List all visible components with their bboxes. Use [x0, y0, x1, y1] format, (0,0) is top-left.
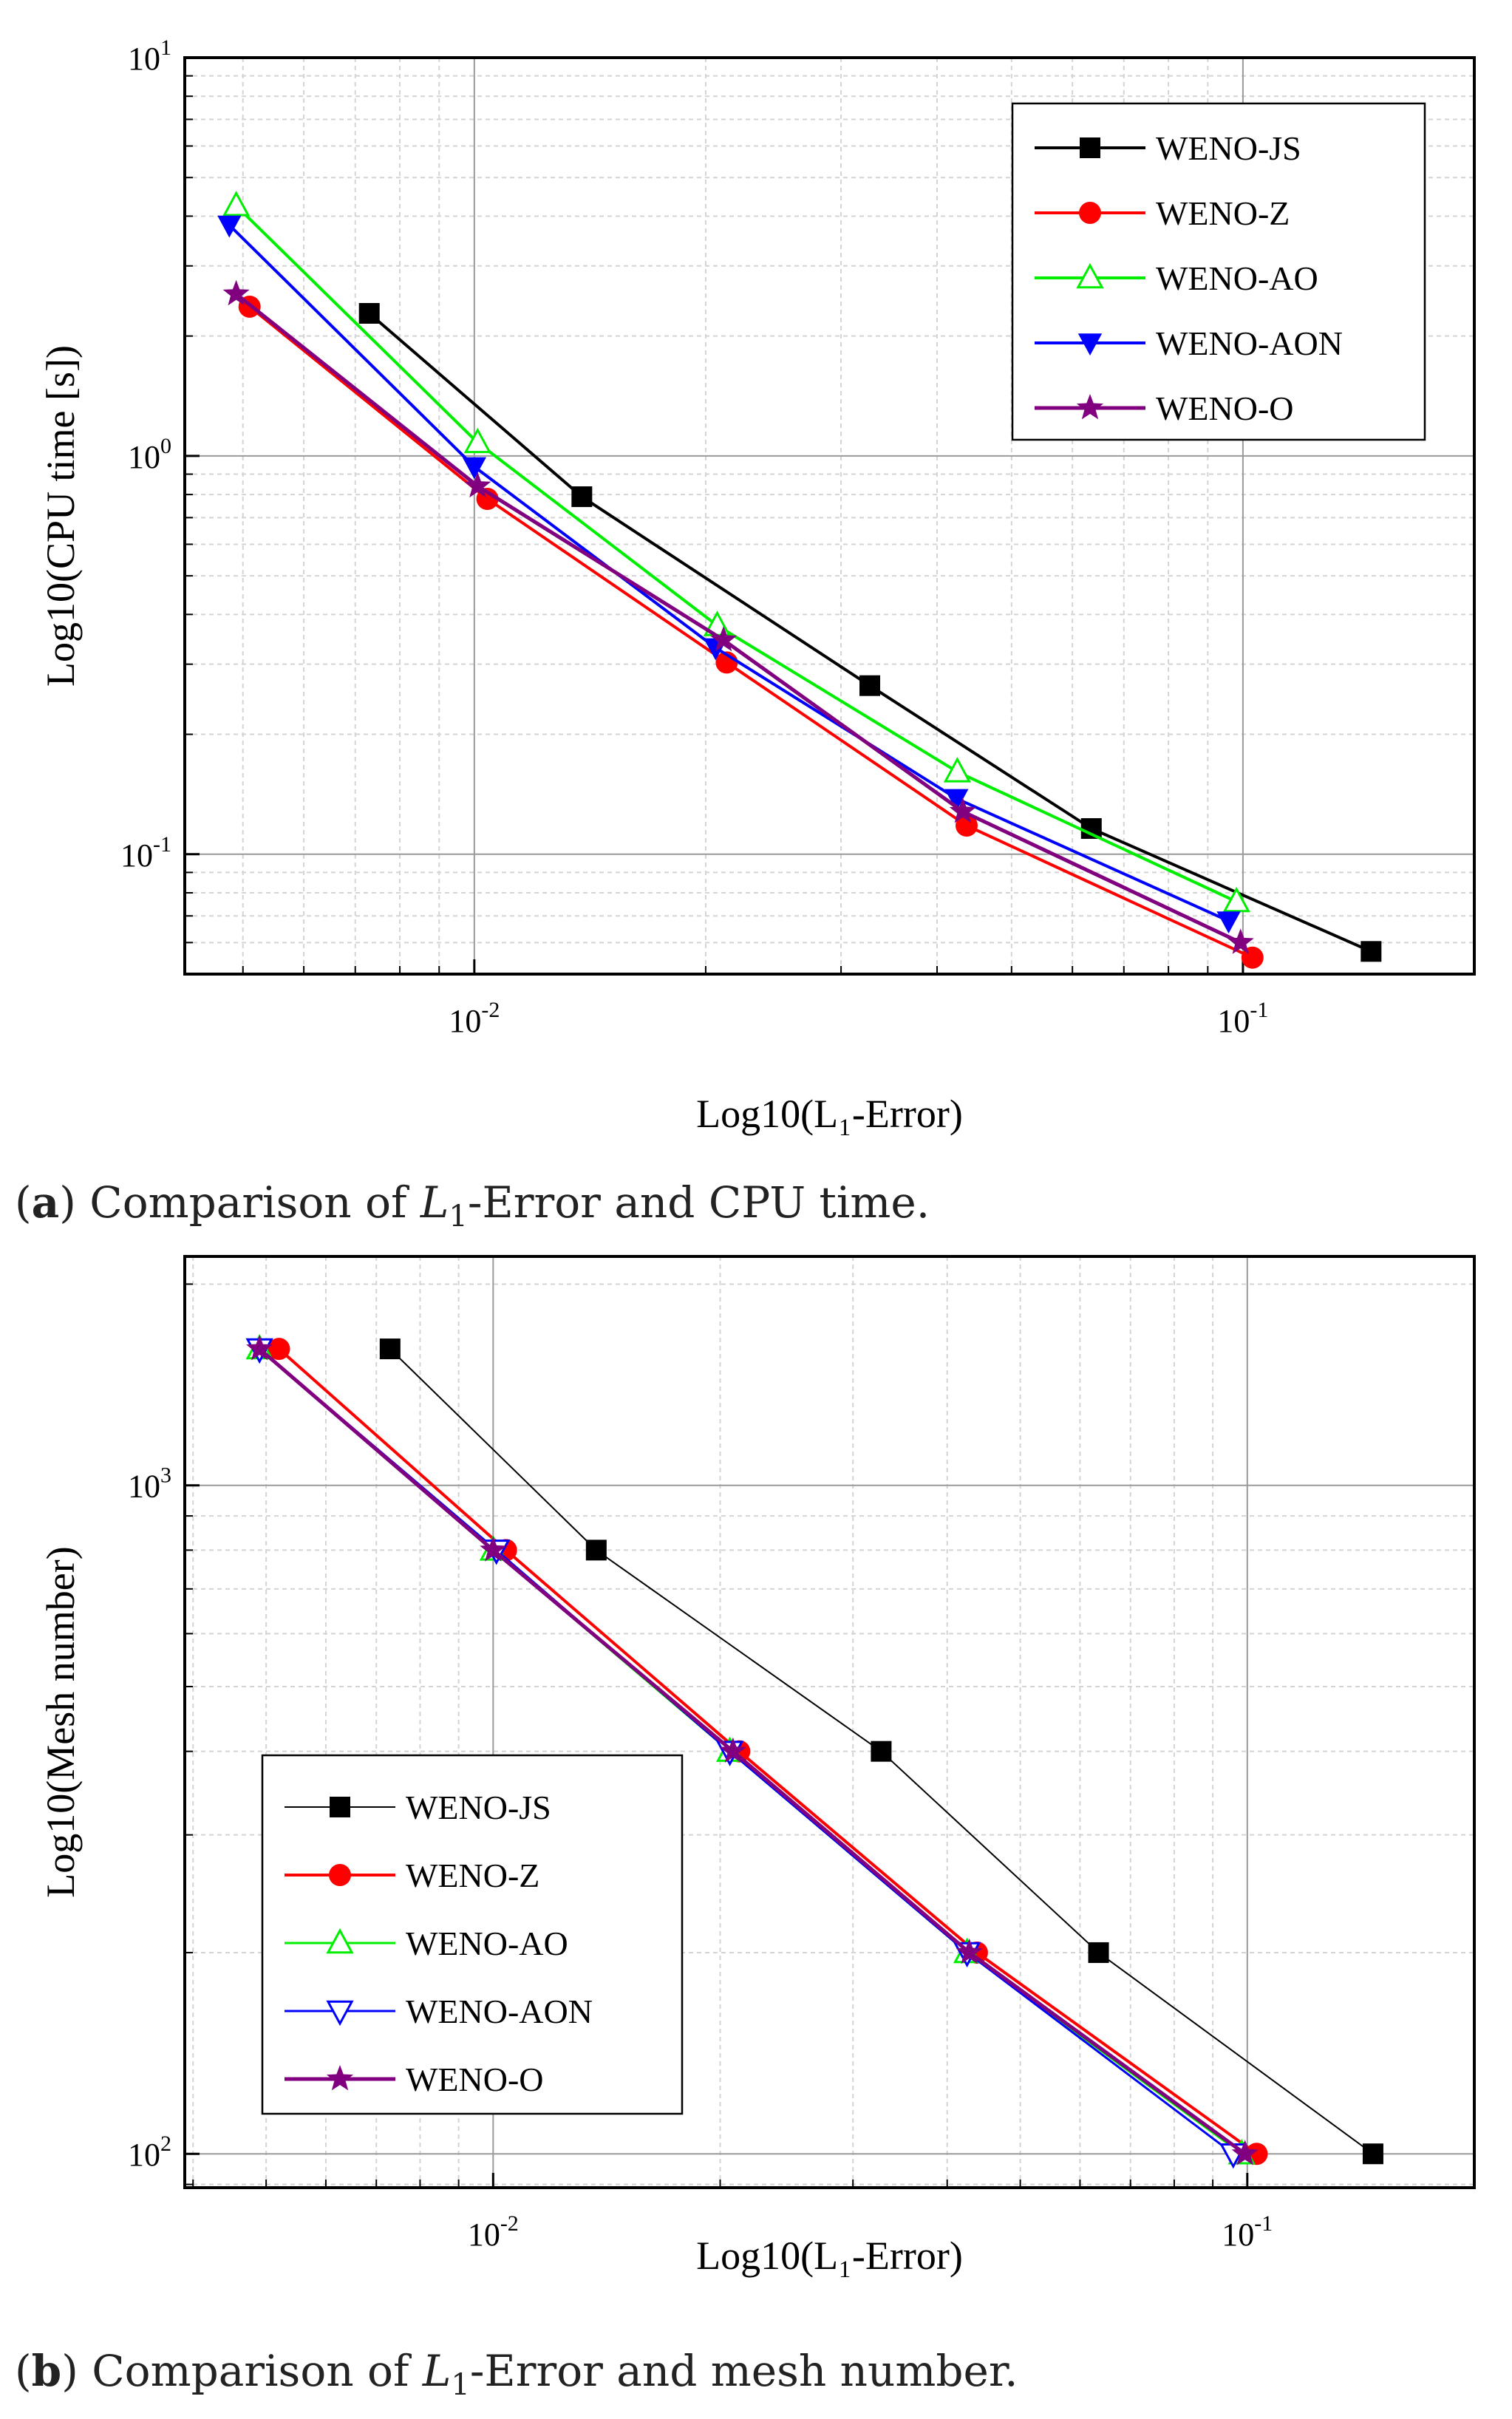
data-point-weno-o-0: [246, 1335, 273, 1361]
data-point-weno-aon-3: [944, 789, 969, 812]
series-a-weno-aon: [217, 215, 1241, 933]
caption-b-sub: 1: [451, 2368, 469, 2402]
data-point-weno-js-4: [1361, 941, 1382, 962]
caption-a: (a) Comparison of L1-Error and CPU time.: [15, 1177, 930, 1234]
data-point-weno-aon-4: [1216, 911, 1241, 933]
x-tick-label-a-1: 10-1: [1217, 998, 1268, 1039]
legend-b: WENO-JS WENO-Z WENO-AO WENO-AON WENO-O: [261, 1754, 684, 2115]
data-point-weno-js-1: [585, 1539, 607, 1561]
y-tick-label-a-0: 10-1: [120, 832, 171, 874]
legend-marker-weno-aon: [1077, 333, 1103, 355]
caption-b-text-before: Comparison of: [78, 2346, 423, 2396]
legend-marker-weno-js: [330, 1797, 350, 1817]
legend-box: [1011, 102, 1426, 441]
x-axis-label-a: Log10(L₁-Error): [696, 1092, 963, 1136]
data-point-weno-js-1: [571, 486, 593, 508]
data-point-weno-o-2: [710, 626, 738, 652]
legend-label-weno-ao: WENO-AO: [1156, 259, 1318, 297]
data-point-weno-aon-0: [217, 215, 242, 238]
legend-marker-weno-z: [1079, 202, 1101, 224]
plot-frame-a: [183, 56, 1476, 976]
data-point-weno-z-0: [268, 1338, 290, 1361]
legend-label-weno-aon: WENO-AON: [1156, 324, 1343, 362]
data-point-weno-o-3: [956, 1938, 983, 1964]
y-tick-label-a-2: 101: [128, 35, 171, 77]
caption-a-text-after: -Error and CPU time.: [468, 1177, 930, 1228]
data-point-weno-js-4: [1362, 2143, 1383, 2165]
series-b-weno-js: [379, 1338, 1383, 2165]
y-axis-label-a: Log10(CPU time [s]): [38, 345, 83, 687]
data-point-weno-ao-3: [943, 757, 972, 783]
caption-a-var: L: [420, 1177, 449, 1228]
data-point-weno-z-3: [955, 814, 978, 837]
legend-label-weno-ao: WENO-AO: [406, 1925, 568, 1962]
y-tick-label-b-0: 102: [128, 2131, 171, 2173]
series-a-weno-js: [358, 303, 1382, 962]
legend-label-weno-z: WENO-Z: [1156, 194, 1290, 232]
series-a-weno-o: [222, 279, 1254, 954]
data-point-weno-o-1: [480, 1536, 507, 1562]
caption-a-sub: 1: [449, 1200, 467, 1234]
data-point-weno-o-0: [222, 279, 250, 306]
x-axis-label-b: Log10(L₁-Error): [696, 2233, 963, 2278]
data-point-weno-ao-0: [222, 191, 251, 217]
panel-b-chart: 10-2 10-1 102 103 WENO-JS WENO-Z WENO-AO WENO-A…: [38, 1255, 1476, 2278]
caption-b-text-after: -Error and mesh number.: [470, 2346, 1018, 2396]
legend-label-weno-o: WENO-O: [406, 2061, 544, 2098]
data-point-weno-o-1: [464, 472, 491, 498]
legend-label-weno-o: WENO-O: [1156, 389, 1294, 427]
legend-label-weno-js: WENO-JS: [406, 1789, 551, 1826]
caption-a-text-before: Comparison of: [76, 1177, 420, 1228]
legend-label-weno-z: WENO-Z: [406, 1857, 539, 1894]
caption-a-label: a: [32, 1177, 60, 1228]
caption-b-label: b: [32, 2346, 62, 2396]
data-point-weno-o-4: [1227, 928, 1254, 954]
data-point-weno-ao-4: [1222, 886, 1250, 913]
caption-b: (b) Comparison of L1-Error and mesh numb…: [15, 2346, 1018, 2402]
data-point-weno-o-4: [1231, 2140, 1259, 2165]
data-point-weno-o-2: [719, 1737, 746, 1763]
legend-marker-weno-js: [1080, 137, 1100, 158]
data-point-weno-js-0: [358, 303, 380, 324]
legend-marker-weno-aon: [326, 2000, 354, 2027]
series-a-weno-ao: [222, 191, 1250, 913]
x-tick-label-b-0: 10-2: [468, 2211, 519, 2253]
y-axis-label-b: Log10(Mesh number): [38, 1546, 83, 1897]
legend-marker-weno-o: [1076, 394, 1104, 420]
plot-frame-b: [183, 1255, 1476, 2189]
caption-b-var: L: [422, 2346, 452, 2396]
legend-marker-weno-ao: [326, 1928, 354, 1954]
data-point-weno-js-2: [859, 675, 881, 696]
y-tick-label-b-1: 103: [128, 1463, 171, 1505]
legend-label-weno-js: WENO-JS: [1156, 129, 1301, 167]
data-point-weno-o-3: [949, 797, 976, 823]
legend-marker-weno-ao: [1076, 262, 1104, 289]
y-tick-label-a-1: 100: [128, 434, 171, 475]
series-b-weno-o: [246, 1335, 1259, 2165]
data-point-weno-js-3: [1088, 1942, 1109, 1963]
legend-label-weno-aon: WENO-AON: [406, 1993, 593, 2030]
data-point-weno-ao-1: [463, 427, 492, 454]
data-point-weno-js-0: [379, 1338, 401, 1360]
x-tick-label-b-1: 10-1: [1222, 2211, 1273, 2253]
panel-a-chart: 10-2 10-110-1100101WENO-JSWENO-ZWENO-AOWE…: [38, 35, 1476, 1136]
data-point-weno-aon-1: [462, 457, 486, 480]
data-point-weno-js-2: [871, 1741, 892, 1762]
grid-a: [185, 57, 1474, 974]
x-tick-label-a-0: 10-2: [449, 998, 500, 1039]
legend-marker-weno-o: [326, 2065, 354, 2091]
legend-marker-weno-z: [329, 1864, 351, 1886]
legend-a: WENO-JS WENO-Z WENO-AO WENO-AON WENO-O: [1011, 102, 1426, 441]
